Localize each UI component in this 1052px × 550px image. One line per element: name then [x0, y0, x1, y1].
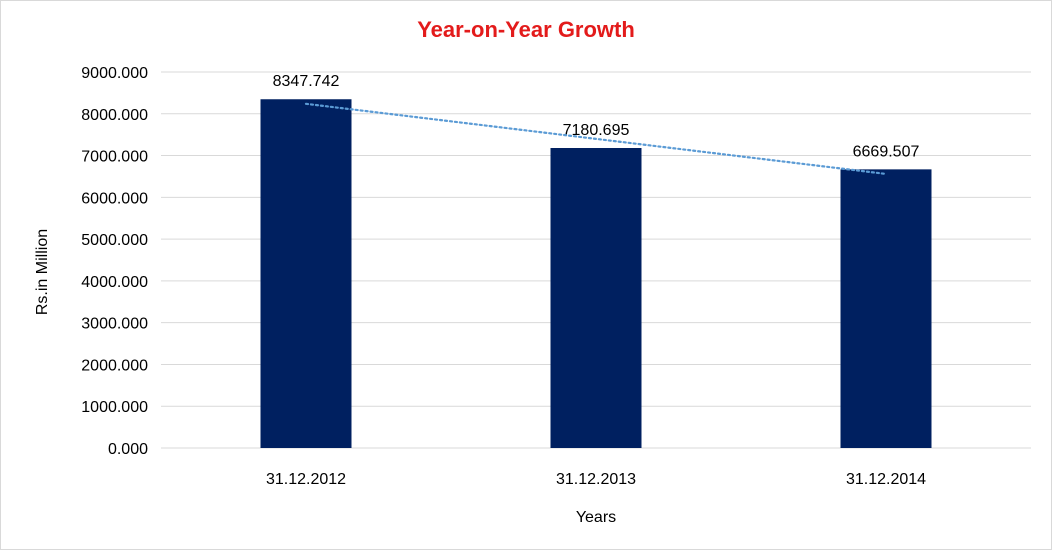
x-axis-title: Years: [576, 509, 616, 526]
y-tick-label-1: 1000.000: [81, 399, 148, 416]
chart-title: Year-on-Year Growth: [417, 17, 635, 42]
y-tick-label-4: 4000.000: [81, 274, 148, 291]
y-axis-title: Rs.in Million: [34, 229, 51, 315]
bar-31.12.2014[interactable]: [840, 169, 932, 448]
x-tick-label-31.12.2012: 31.12.2012: [266, 471, 346, 488]
y-tick-label-7: 7000.000: [81, 149, 148, 166]
y-tick-label-2: 2000.000: [81, 357, 148, 374]
bar-31.12.2012[interactable]: [260, 99, 352, 449]
trendline: [304, 102, 888, 176]
y-tick-label-6: 6000.000: [81, 190, 148, 207]
y-tick-label-8: 8000.000: [81, 107, 148, 124]
y-tick-label-9: 9000.000: [81, 65, 148, 82]
data-label-31.12.2014: 6669.507: [853, 143, 920, 160]
x-tick-label-31.12.2014: 31.12.2014: [846, 471, 926, 488]
bar-31.12.2013[interactable]: [550, 148, 642, 448]
y-tick-label-5: 5000.000: [81, 232, 148, 249]
data-label-31.12.2013: 7180.695: [563, 122, 630, 139]
data-label-31.12.2012: 8347.742: [273, 73, 340, 90]
y-tick-label-0: 0.000: [108, 441, 148, 458]
y-tick-label-3: 3000.000: [81, 316, 148, 333]
x-tick-label-31.12.2013: 31.12.2013: [556, 471, 636, 488]
